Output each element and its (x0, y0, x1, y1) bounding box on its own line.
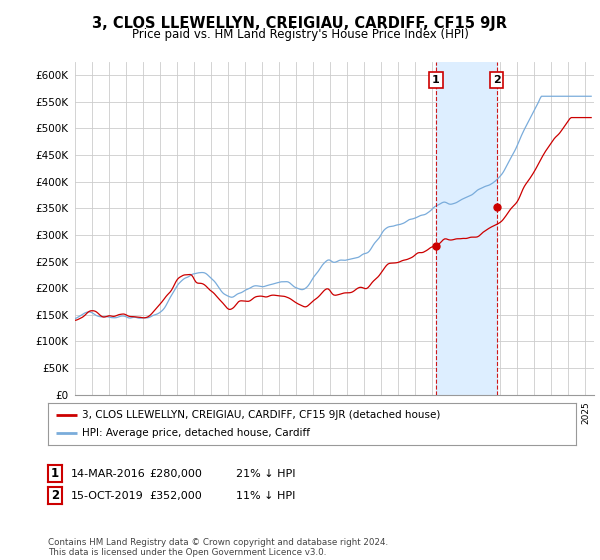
Text: 21% ↓ HPI: 21% ↓ HPI (236, 469, 295, 479)
Text: Price paid vs. HM Land Registry's House Price Index (HPI): Price paid vs. HM Land Registry's House … (131, 28, 469, 41)
Text: HPI: Average price, detached house, Cardiff: HPI: Average price, detached house, Card… (82, 428, 310, 438)
Text: Contains HM Land Registry data © Crown copyright and database right 2024.
This d: Contains HM Land Registry data © Crown c… (48, 538, 388, 557)
Text: 3, CLOS LLEWELLYN, CREIGIAU, CARDIFF, CF15 9JR (detached house): 3, CLOS LLEWELLYN, CREIGIAU, CARDIFF, CF… (82, 410, 440, 420)
Text: 1: 1 (432, 75, 440, 85)
Bar (436, 62, 497, 395)
Text: 1: 1 (51, 467, 59, 480)
Text: 2: 2 (493, 75, 501, 85)
Text: 3, CLOS LLEWELLYN, CREIGIAU, CARDIFF, CF15 9JR: 3, CLOS LLEWELLYN, CREIGIAU, CARDIFF, CF… (92, 16, 508, 31)
Text: £280,000: £280,000 (149, 469, 202, 479)
Text: £352,000: £352,000 (149, 491, 202, 501)
Text: 15-OCT-2019: 15-OCT-2019 (71, 491, 143, 501)
Text: 2: 2 (51, 489, 59, 502)
Text: 14-MAR-2016: 14-MAR-2016 (71, 469, 146, 479)
Text: 11% ↓ HPI: 11% ↓ HPI (236, 491, 295, 501)
